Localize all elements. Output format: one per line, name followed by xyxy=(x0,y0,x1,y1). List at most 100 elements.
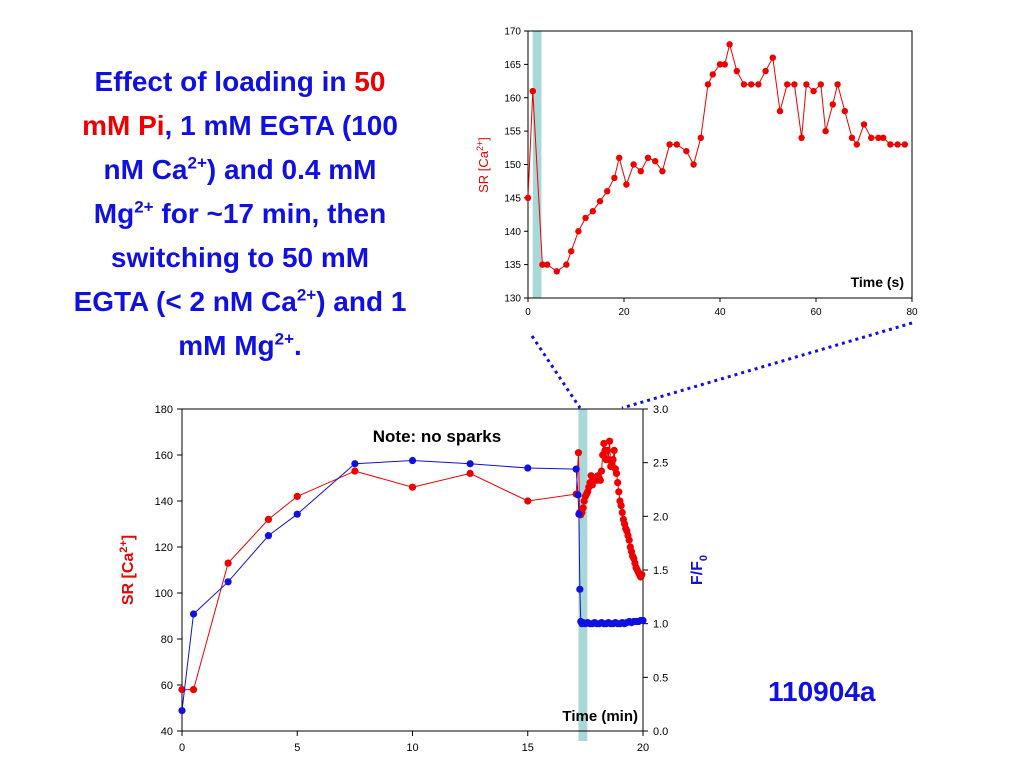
main-right-y-label-sub: 0 xyxy=(698,555,710,561)
main-red-data-point xyxy=(224,559,232,567)
main-x-tick-label: 15 xyxy=(522,742,534,754)
main-right-y-tick-label: 2.0 xyxy=(653,511,668,523)
inset-data-point xyxy=(822,127,829,135)
title-text-3: nM Ca xyxy=(103,154,188,185)
main-blue-series-line xyxy=(181,460,643,711)
slide-title: Effect of loading in 50 mM Pi, 1 mM EGTA… xyxy=(30,60,450,368)
main-right-y-tick-label: 1.5 xyxy=(653,565,668,577)
main-right-y-tick-label: 0.0 xyxy=(653,726,668,738)
main-blue-data-point xyxy=(293,510,301,518)
inset-y-label-text: SR [Ca xyxy=(476,150,491,193)
main-left-y-tick-label: 140 xyxy=(155,496,173,508)
inset-y-label-close: ] xyxy=(476,137,491,141)
inset-series-line xyxy=(527,44,905,272)
zoom-line-left xyxy=(530,335,582,409)
inset-data-point xyxy=(755,81,762,88)
main-red-data-point xyxy=(351,467,359,475)
title-highlight-1: 50 xyxy=(354,66,386,97)
main-blue-data-point xyxy=(524,464,532,472)
main-chart: 4060801001201401601800.00.51.01.52.02.53… xyxy=(118,404,710,754)
main-x-tick-label: 0 xyxy=(179,742,185,754)
inset-data-point xyxy=(630,161,637,168)
inset-data-point xyxy=(762,67,769,75)
main-red-data-point xyxy=(579,504,587,512)
inset-data-point xyxy=(553,268,560,275)
inset-data-point xyxy=(623,181,630,188)
main-x-tick-label: 5 xyxy=(294,742,300,754)
inset-y-tick-label: 165 xyxy=(504,60,521,71)
inset-x-tick-label: 0 xyxy=(525,307,531,318)
inset-y-tick-label: 155 xyxy=(504,127,521,138)
inset-data-point xyxy=(740,81,748,88)
main-x-tick-label: 20 xyxy=(637,742,649,754)
title-text-3b: ) and 0.4 mM xyxy=(206,154,377,185)
inset-data-point xyxy=(652,157,659,165)
title-sup-3: 2+ xyxy=(187,153,207,173)
title-text-7: mM Mg xyxy=(178,330,275,361)
inset-data-point xyxy=(784,81,791,88)
main-blue-data-point xyxy=(572,465,580,473)
title-text-4: Mg xyxy=(93,198,135,229)
inset-data-point xyxy=(834,81,841,88)
main-left-y-label-close: ] xyxy=(120,535,137,540)
main-left-y-tick-label: 60 xyxy=(161,680,173,692)
main-red-data-point xyxy=(625,536,633,544)
inset-data-point xyxy=(529,87,536,95)
inset-data-point xyxy=(563,261,570,268)
inset-y-tick-label: 145 xyxy=(504,193,521,204)
main-red-data-point xyxy=(615,488,623,496)
inset-data-point xyxy=(829,101,836,108)
main-left-y-tick-label: 80 xyxy=(161,634,173,646)
inset-x-tick-label: 20 xyxy=(618,307,630,318)
title-text-1: Effect of loading in xyxy=(94,66,355,97)
title-text-6: EGTA (< 2 nM Ca xyxy=(73,286,297,317)
inset-data-point xyxy=(721,61,728,68)
main-blue-data-point xyxy=(408,456,417,465)
inset-data-point xyxy=(769,54,776,61)
main-right-y-tick-label: 2.5 xyxy=(653,458,668,470)
inset-y-tick-label: 135 xyxy=(504,260,521,271)
main-left-y-axis-label: SR [Ca2+] xyxy=(118,535,137,605)
main-blue-data-point xyxy=(574,491,582,499)
inset-data-point xyxy=(798,134,805,141)
main-red-data-point xyxy=(264,515,273,524)
title-text-6b: ) and 1 xyxy=(316,286,407,317)
title-text-5: switching to 50 mM xyxy=(110,242,370,273)
main-blue-data-point xyxy=(178,707,186,715)
inset-data-point xyxy=(733,67,740,75)
inset-data-point xyxy=(697,134,704,141)
inset-data-point xyxy=(901,141,908,148)
title-sup-4: 2+ xyxy=(134,197,154,217)
inset-data-point xyxy=(704,81,712,88)
inset-data-point xyxy=(848,134,856,141)
main-red-data-point xyxy=(293,492,301,500)
main-red-data-point xyxy=(612,469,621,477)
inset-data-point xyxy=(544,261,551,268)
main-blue-data-point xyxy=(576,585,584,593)
main-blue-data-point xyxy=(466,460,474,468)
main-blue-data-point xyxy=(639,616,647,625)
inset-data-point xyxy=(894,141,901,148)
inset-data-point xyxy=(716,61,724,68)
main-highlight-band xyxy=(578,409,588,741)
inset-data-point xyxy=(596,198,604,205)
inset-y-tick-label: 160 xyxy=(504,93,521,104)
inset-data-point xyxy=(776,107,784,115)
inset-y-axis-label: SR [Ca2+] xyxy=(475,137,491,193)
main-left-y-tick-label: 100 xyxy=(155,588,173,600)
main-right-y-tick-label: 1.0 xyxy=(653,619,668,631)
main-left-y-tick-label: 160 xyxy=(155,450,173,462)
inset-data-point xyxy=(673,141,680,148)
inset-y-label-sup: 2+ xyxy=(475,141,485,151)
main-red-data-point xyxy=(603,446,611,454)
inset-x-tick-label: 40 xyxy=(714,307,726,318)
main-left-y-label-text: SR [Ca xyxy=(120,553,137,606)
main-red-data-point xyxy=(610,446,618,454)
title-highlight-2: mM Pi xyxy=(82,110,165,141)
main-red-data-point xyxy=(524,497,532,505)
main-blue-data-point xyxy=(575,510,583,518)
main-red-data-point xyxy=(609,456,617,464)
inset-data-point xyxy=(726,41,733,48)
inset-data-point xyxy=(803,81,810,88)
inset-data-point xyxy=(860,121,868,128)
